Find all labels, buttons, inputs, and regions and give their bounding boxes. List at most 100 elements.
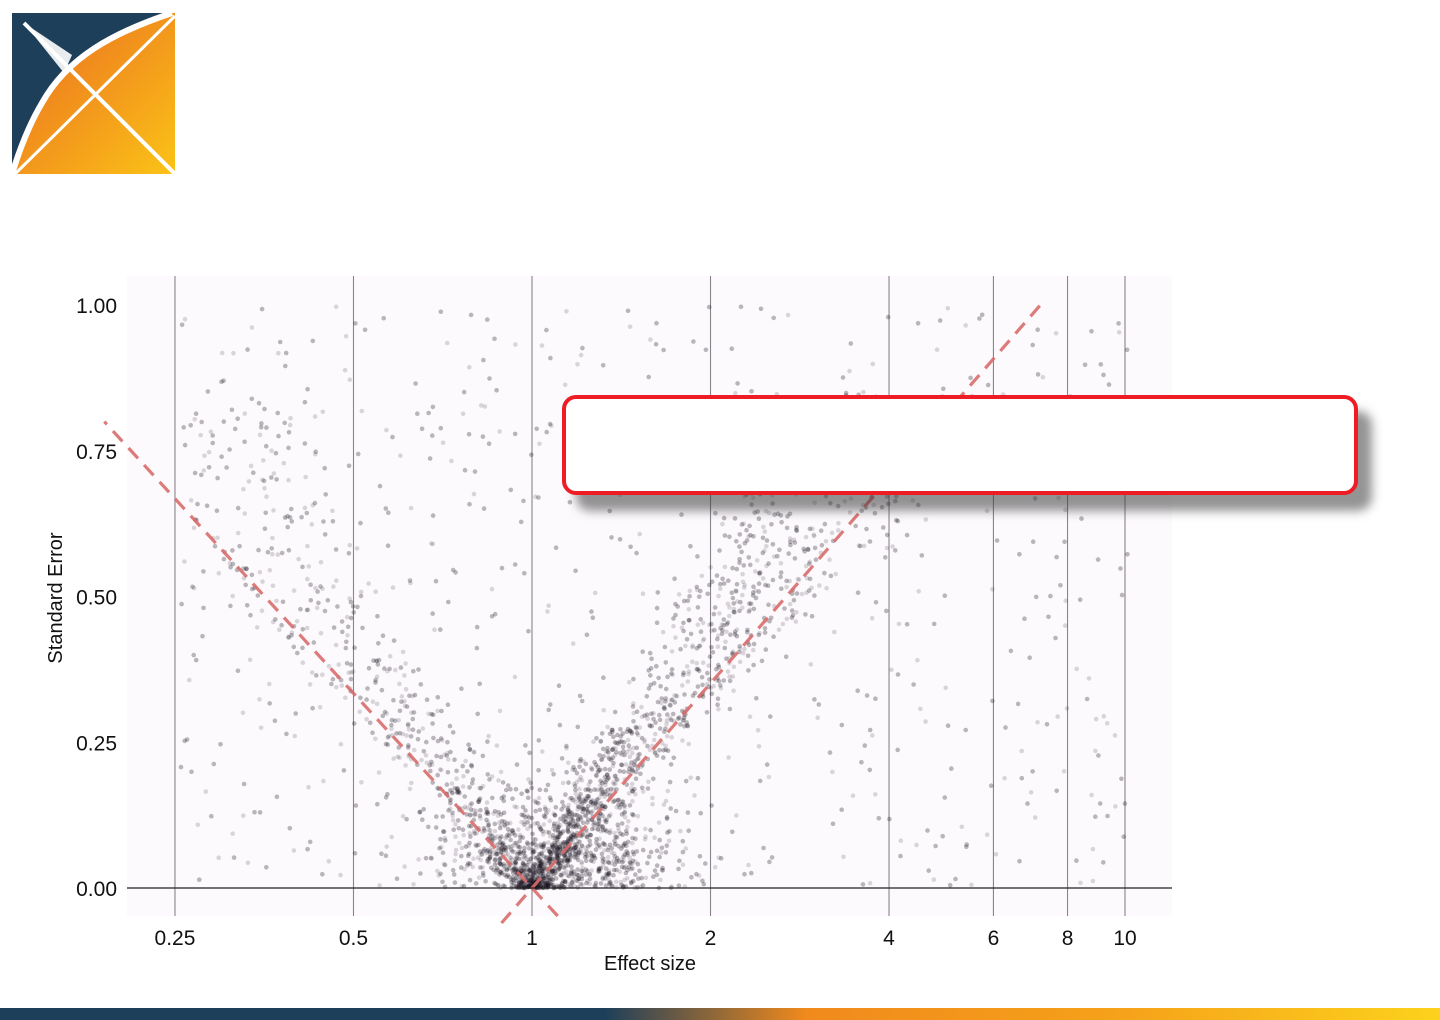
data-point	[416, 667, 421, 672]
data-point	[280, 599, 286, 605]
data-point	[623, 864, 629, 869]
data-point	[853, 523, 858, 529]
data-point	[544, 858, 550, 863]
data-point	[1027, 655, 1032, 660]
data-point	[607, 756, 612, 762]
data-point	[570, 872, 575, 877]
data-point	[536, 844, 542, 849]
data-point	[271, 508, 276, 513]
data-point	[811, 532, 817, 538]
data-point	[617, 739, 623, 744]
data-point	[652, 749, 657, 754]
data-point	[467, 747, 473, 752]
data-point	[589, 609, 594, 614]
data-point	[568, 869, 574, 874]
data-point	[552, 840, 557, 845]
data-point	[456, 789, 462, 795]
data-point	[1062, 539, 1067, 545]
data-point	[603, 804, 608, 810]
data-point	[602, 804, 608, 809]
data-point	[567, 499, 573, 505]
data-point	[803, 612, 808, 617]
data-point	[334, 684, 339, 690]
data-point	[754, 696, 759, 701]
data-point	[577, 693, 583, 699]
data-point	[553, 865, 559, 871]
data-point	[623, 762, 629, 767]
data-point	[633, 769, 639, 775]
data-point	[338, 677, 344, 683]
data-point	[512, 840, 517, 846]
data-point	[1053, 635, 1058, 641]
data-point	[442, 752, 447, 758]
data-point	[507, 829, 512, 835]
data-point	[389, 717, 395, 723]
data-point	[367, 720, 373, 726]
data-point	[191, 652, 196, 658]
data-point	[582, 854, 588, 860]
data-point	[647, 723, 652, 728]
data-point	[695, 554, 700, 559]
data-point	[700, 682, 705, 688]
data-point	[554, 854, 560, 860]
data-point	[720, 576, 725, 582]
data-point	[579, 868, 584, 874]
data-point	[583, 845, 588, 851]
data-point	[545, 883, 551, 889]
data-point	[402, 673, 407, 678]
data-point	[630, 704, 636, 709]
data-point	[390, 434, 395, 440]
data-point	[724, 622, 730, 627]
data-point	[611, 873, 616, 878]
data-point	[216, 855, 221, 860]
data-point	[567, 851, 573, 857]
data-point	[451, 872, 457, 877]
data-point	[478, 403, 484, 408]
data-point	[542, 880, 548, 885]
data-point	[379, 687, 385, 693]
data-point	[587, 881, 592, 886]
data-point	[437, 767, 443, 772]
data-point	[607, 767, 612, 772]
data-point	[437, 792, 443, 798]
data-point	[346, 463, 352, 469]
data-point	[703, 347, 709, 353]
data-point	[492, 828, 498, 834]
data-point	[554, 838, 560, 843]
data-point	[269, 546, 275, 551]
data-point	[756, 589, 762, 594]
data-point	[700, 682, 705, 688]
data-point	[895, 672, 901, 677]
data-point	[654, 320, 659, 326]
data-point	[725, 601, 731, 607]
data-point	[646, 686, 652, 691]
data-point	[468, 807, 474, 812]
data-point	[695, 622, 701, 627]
data-point	[522, 853, 528, 859]
data-point	[522, 845, 527, 851]
data-point	[730, 595, 736, 601]
data-point	[698, 617, 703, 622]
data-point	[839, 722, 845, 728]
data-point	[828, 573, 834, 579]
data-point	[659, 867, 665, 873]
data-point	[384, 711, 389, 716]
data-point	[474, 808, 479, 814]
data-point	[467, 877, 473, 883]
data-point	[182, 442, 188, 448]
data-point	[524, 840, 530, 845]
data-point	[762, 529, 768, 534]
data-point	[259, 421, 264, 426]
data-point	[585, 804, 591, 809]
data-point	[539, 862, 544, 867]
data-point	[353, 803, 359, 808]
data-point	[517, 832, 523, 838]
data-point	[717, 611, 722, 616]
data-point	[548, 355, 553, 361]
data-point	[548, 857, 553, 863]
data-point	[550, 882, 555, 887]
data-point	[466, 843, 471, 849]
data-point	[607, 828, 613, 833]
data-point	[469, 764, 475, 769]
data-point	[785, 514, 790, 519]
